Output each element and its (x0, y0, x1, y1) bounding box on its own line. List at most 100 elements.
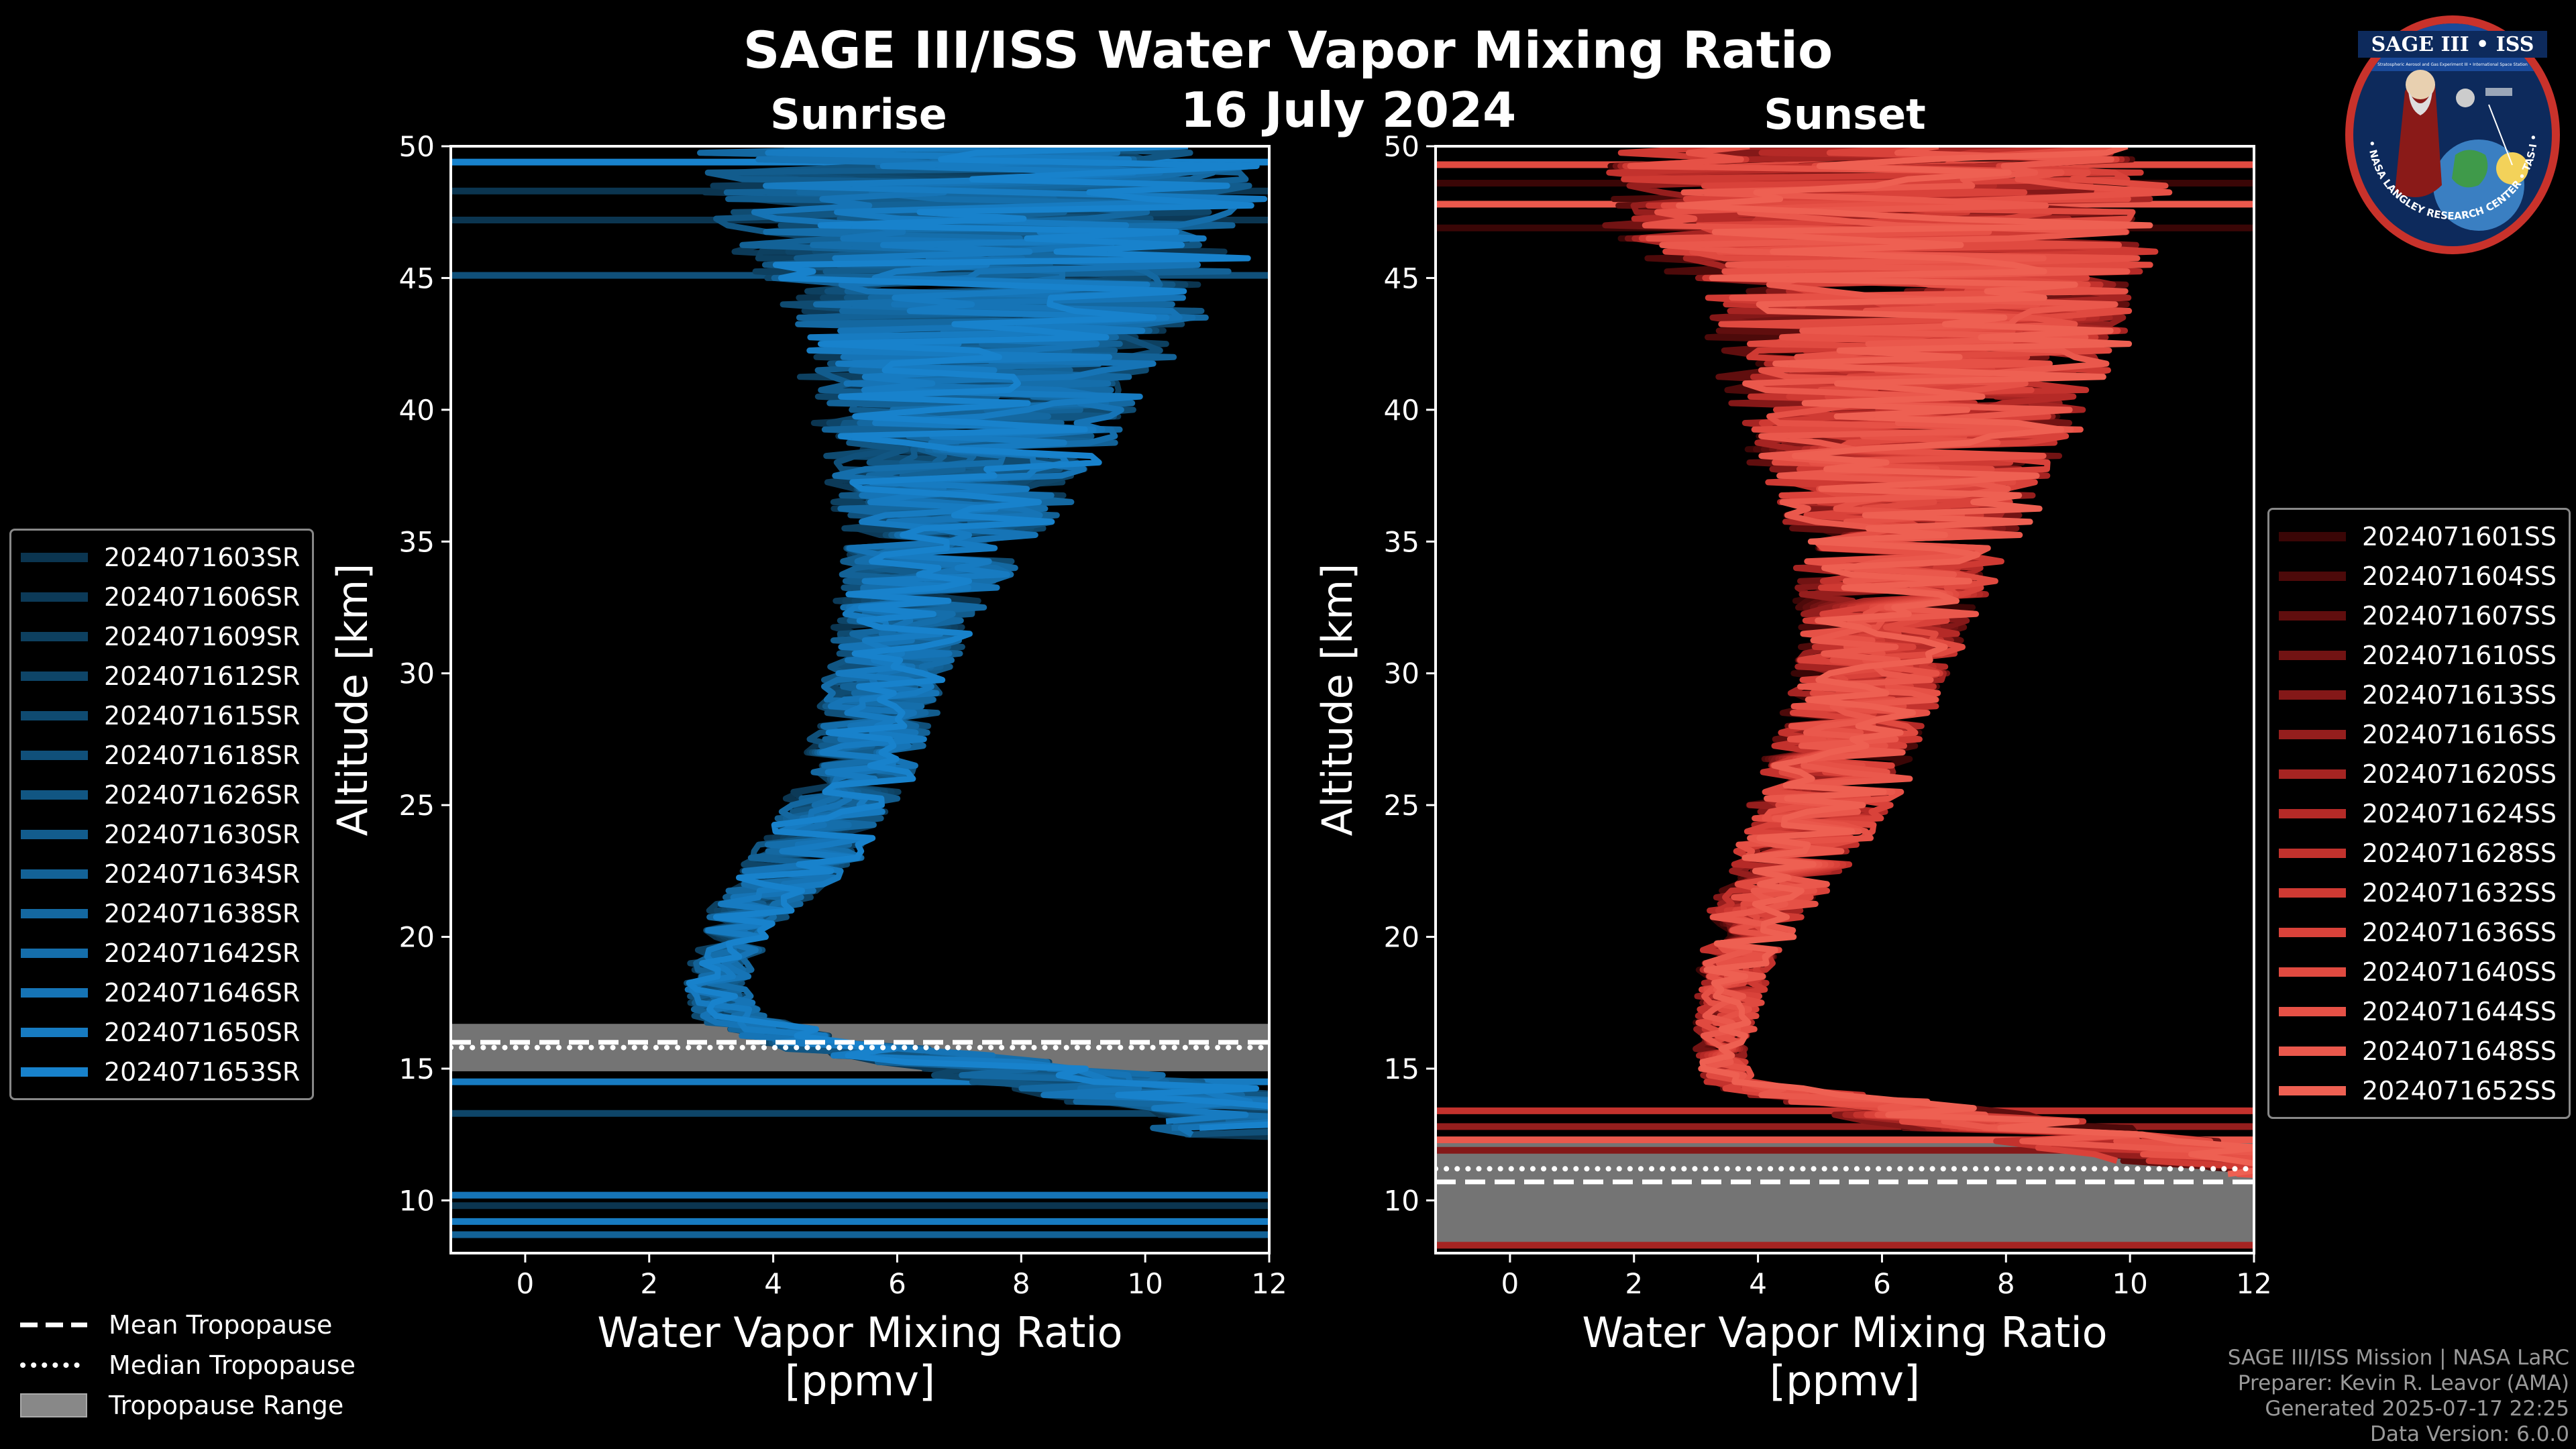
legend-entry: 2024071644SS (2279, 991, 2557, 1031)
logo-top-text: SAGE III • ISS (2371, 33, 2534, 56)
y-tick-label: 30 (399, 657, 435, 690)
legend-entry: 2024071648SS (2279, 1031, 2557, 1071)
legend-swatch (2279, 848, 2346, 858)
legend-swatch (21, 710, 88, 720)
legend-entry: 2024071628SS (2279, 833, 2557, 873)
mean-tropopause-label: Mean Tropopause (109, 1310, 333, 1340)
dashed-line-icon (20, 1322, 87, 1328)
legend-swatch (21, 1067, 88, 1077)
tropopause-legend: Mean Tropopause Median Tropopause Tropop… (20, 1305, 356, 1426)
legend-entry: 2024071630SR (21, 814, 300, 854)
legend-swatch (2279, 967, 2346, 977)
legend-swatch (21, 829, 88, 839)
x-tick-label: 8 (1997, 1267, 2015, 1300)
legend-entry: 2024071613SS (2279, 675, 2557, 714)
legend-entry: 2024071610SS (2279, 635, 2557, 675)
x-tick-label: 2 (640, 1267, 658, 1300)
legend-entry: 2024071650SR (21, 1012, 300, 1052)
legend-swatch (2279, 808, 2346, 818)
legend-swatch (2279, 610, 2346, 621)
legend-entry: 2024071616SS (2279, 714, 2557, 754)
legend-label: 2024071624SS (2362, 798, 2557, 828)
legend-swatch (2279, 1006, 2346, 1016)
y-tick-label: 45 (1384, 262, 1419, 294)
legend-label: 2024071632SS (2362, 877, 2557, 908)
legend-entry: 2024071626SR (21, 775, 300, 814)
legend-label: 2024071634SR (104, 859, 301, 889)
legend-label: 2024071606SR (104, 582, 301, 612)
legend-label: 2024071620SS (2362, 759, 2557, 789)
range-swatch (20, 1393, 87, 1417)
plot-clip-group (1436, 146, 2254, 1249)
legend-swatch (21, 987, 88, 998)
legend-swatch (21, 1027, 88, 1037)
legend-entry: 2024071638SR (21, 894, 300, 933)
credits-line-4: Data Version: 6.0.0 (2369, 1422, 2569, 1446)
legend-median-tropopause: Median Tropopause (20, 1345, 356, 1385)
legend-label: 2024071604SS (2362, 561, 2557, 591)
y-tick-label: 45 (399, 262, 435, 294)
y-tick-label: 15 (1384, 1053, 1419, 1085)
legend-entry: 2024071620SS (2279, 754, 2557, 794)
legend-swatch (2279, 1085, 2346, 1095)
x-tick-label: 8 (1012, 1267, 1030, 1300)
x-tick-label: 0 (517, 1267, 535, 1300)
y-tick-label: 35 (399, 525, 435, 558)
legend-label: 2024071610SS (2362, 640, 2557, 670)
sunset-panel-title: Sunset (1764, 90, 1926, 139)
legend-label: 2024071609SR (104, 621, 301, 651)
date-label: 16 July 2024 (1180, 82, 1517, 138)
credits-line-2: Preparer: Kevin R. Leavor (AMA) (2237, 1371, 2569, 1395)
legend-label: 2024071650SR (104, 1017, 301, 1047)
legend-swatch (21, 552, 88, 562)
sunrise-legend: 2024071603SR 2024071606SR 2024071609SR 2024… (9, 529, 315, 1100)
legend-label: 2024071638SR (104, 898, 301, 928)
tropopause-range-label: Tropopause Range (109, 1391, 344, 1420)
y-tick-label: 25 (1384, 789, 1419, 822)
x-tick-label: 4 (764, 1267, 782, 1300)
legend-swatch (21, 592, 88, 602)
legend-swatch (21, 869, 88, 879)
y-tick-label: 40 (1384, 394, 1419, 427)
y-tick-label: 40 (399, 394, 435, 427)
y-axis-label: Altitude [km] (328, 564, 377, 837)
legend-swatch (21, 671, 88, 681)
legend-label: 2024071603SR (104, 542, 301, 572)
legend-label: 2024071601SS (2362, 521, 2557, 551)
legend-entry: 2024071640SS (2279, 952, 2557, 991)
x-tick-label: 10 (2112, 1267, 2147, 1300)
legend-swatch (2279, 531, 2346, 541)
legend-entry: 2024071624SS (2279, 794, 2557, 833)
y-tick-label: 10 (1384, 1184, 1419, 1217)
legend-entry: 2024071652SS (2279, 1071, 2557, 1110)
profile-line-2024071652SS (1676, 146, 2254, 1177)
x-tick-label: 12 (1251, 1267, 1287, 1300)
legend-swatch (2279, 729, 2346, 739)
credits-line-1: SAGE III/ISS Mission | NASA LaRC (2227, 1346, 2569, 1370)
legend-entry: 2024071653SR (21, 1052, 300, 1091)
legend-label: 2024071626SR (104, 780, 301, 810)
legend-label: 2024071648SS (2362, 1036, 2557, 1066)
legend-swatch (2279, 888, 2346, 898)
legend-entry: 2024071636SS (2279, 912, 2557, 952)
profile-line-2024071653SR (686, 146, 1269, 1131)
y-tick-label: 50 (399, 130, 435, 163)
x-axis-unit-label: [ppmv] (1770, 1356, 1920, 1405)
legend-label: 2024071642SR (104, 938, 301, 968)
credits: SAGE III/ISS Mission | NASA LaRC Prepare… (2228, 1345, 2569, 1447)
legend-label: 2024071636SS (2362, 917, 2557, 947)
profile-line-2024071648SS (1659, 146, 2254, 1156)
legend-label: 2024071616SS (2362, 719, 2557, 749)
legend-entry: 2024071632SS (2279, 873, 2557, 912)
legend-entry: 2024071634SR (21, 854, 300, 894)
chart-title: SAGE III/ISS Water Vapor Mixing Ratio (743, 20, 1833, 80)
legend-label: 2024071613SS (2362, 680, 2557, 710)
axes-frame (1434, 145, 2255, 1254)
legend-label: 2024071640SS (2362, 957, 2557, 987)
y-tick-label: 20 (399, 921, 435, 954)
y-tick-label: 35 (1384, 525, 1419, 558)
legend-label: 2024071607SS (2362, 600, 2557, 631)
legend-label: 2024071628SS (2362, 838, 2557, 868)
legend-swatch (21, 750, 88, 760)
